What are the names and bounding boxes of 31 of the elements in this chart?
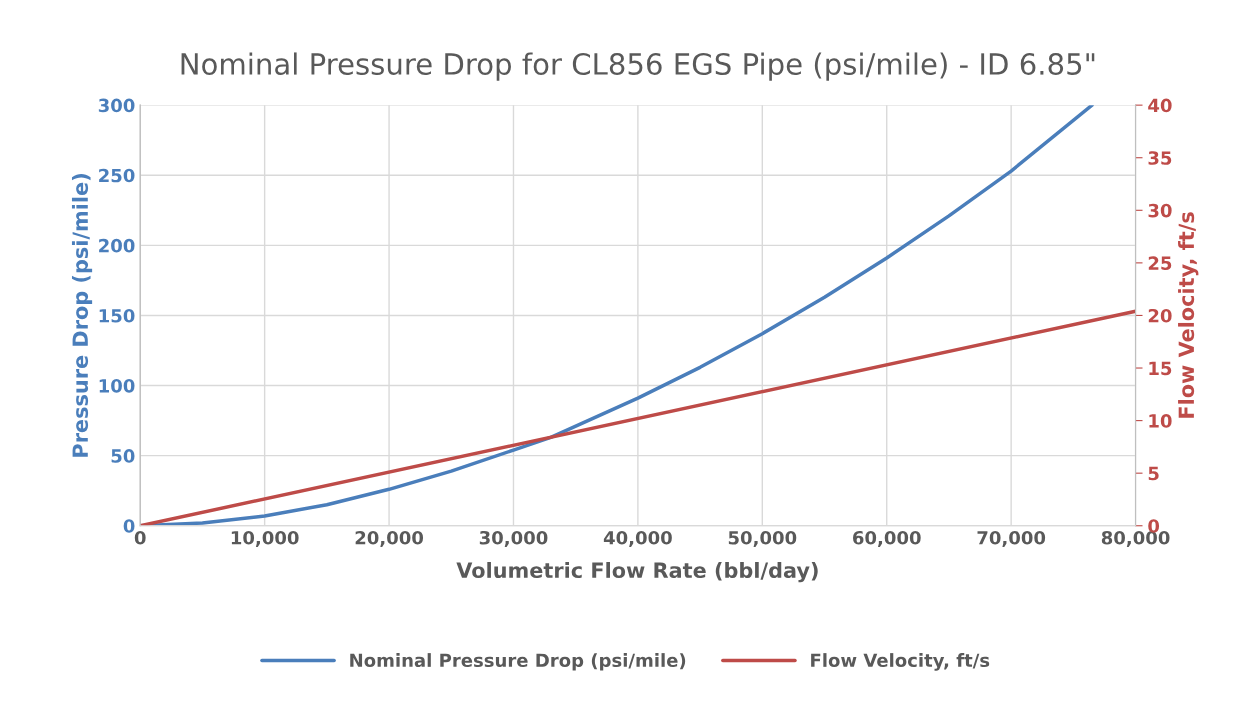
x-tick-label: 50,000	[728, 530, 797, 547]
x-tick-label: 30,000	[479, 530, 548, 547]
y-tick-label: 200	[99, 238, 135, 253]
x-tick-label: 70,000	[977, 530, 1046, 547]
y-tick-label: 100	[99, 379, 135, 393]
y2-tick-label: 5	[1148, 466, 1159, 481]
legend-label: Nominal Pressure Drop (psi/mile)	[350, 653, 686, 671]
y2-tick-label: 25	[1148, 256, 1172, 270]
x-tick-label: 40,000	[603, 530, 672, 547]
x-tick-label: 0	[134, 530, 146, 545]
y-tick-label: 300	[98, 98, 135, 113]
y-tick-label: 0	[123, 519, 135, 533]
y2-tick-label: 30	[1148, 203, 1172, 218]
legend-label: Flow Velocity, ft/s	[811, 653, 990, 671]
y-tick-label: 150	[99, 308, 135, 323]
x-axis-title: Volumetric Flow Rate (bbl/day)	[456, 561, 818, 583]
x-tick-label: 20,000	[355, 530, 424, 547]
y2-tick-label: 0	[1148, 519, 1160, 533]
x-tick-label: 10,000	[231, 530, 299, 547]
x-tick-label: 60,000	[853, 530, 921, 547]
y2-tick-label: 10	[1149, 414, 1172, 428]
chart-title: Nominal Pressure Drop for CL856 EGS Pipe (psi/mile) - ID 6.85"	[181, 52, 1095, 81]
y2-tick-label: 35	[1148, 151, 1172, 165]
y2-axis-title: Flow Velocity, ft/s	[1178, 212, 1199, 418]
y2-tick-label: 40	[1148, 98, 1172, 113]
x-tick-label: 80,000	[1101, 530, 1170, 547]
y-axis-title: Pressure Drop (psi/mile)	[71, 174, 93, 457]
y-tick-label: 50	[111, 449, 135, 463]
y2-tick-label: 15	[1149, 361, 1172, 376]
y-tick-label: 250	[99, 168, 135, 183]
y2-tick-label: 20	[1148, 308, 1172, 323]
